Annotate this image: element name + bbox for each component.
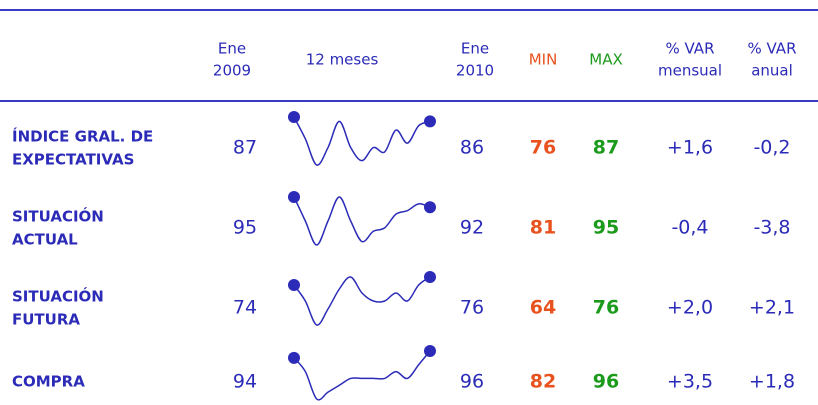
column-header: 12 meses <box>306 51 379 69</box>
column-header: MAX <box>589 51 622 69</box>
value-var-anual: +1,8 <box>749 371 795 393</box>
row-label: EXPECTATIVAS <box>12 151 134 169</box>
column-header: Ene <box>218 40 246 58</box>
value-var-anual: -3,8 <box>753 217 790 239</box>
row-label: ÍNDICE GRAL. DE <box>12 127 153 146</box>
value-ene-2009: 94 <box>233 371 257 393</box>
sparkline-dot <box>424 201 436 214</box>
sparkline-dot <box>288 111 300 123</box>
value-var-mensual: +1,6 <box>667 137 713 159</box>
value-min: 76 <box>530 137 556 159</box>
column-header: anual <box>751 62 793 80</box>
value-min: 81 <box>530 217 556 239</box>
sparkline <box>293 116 431 166</box>
value-max: 95 <box>593 217 619 239</box>
value-min: 64 <box>530 297 556 319</box>
value-ene-2010: 76 <box>460 297 484 319</box>
sparkline <box>293 350 431 401</box>
column-header: 2009 <box>213 62 251 80</box>
row-label: SITUACIÓN <box>12 207 104 226</box>
column-header: Ene <box>461 40 489 58</box>
value-max: 76 <box>593 297 619 319</box>
value-ene-2010: 92 <box>460 217 484 239</box>
value-ene-2010: 86 <box>460 137 484 159</box>
value-ene-2009: 87 <box>233 137 257 159</box>
value-ene-2009: 74 <box>233 297 257 319</box>
sparkline-dot <box>288 191 300 203</box>
sparkline-dot <box>424 271 436 283</box>
value-min: 82 <box>530 371 556 393</box>
sparkline <box>293 276 431 326</box>
value-var-mensual: -0,4 <box>671 217 708 239</box>
sparkline-dot <box>424 115 436 128</box>
column-header: % VAR <box>665 40 714 58</box>
row-label: ACTUAL <box>12 231 78 249</box>
row-label: COMPRA <box>12 373 85 391</box>
value-ene-2009: 95 <box>233 217 257 239</box>
value-var-mensual: +2,0 <box>667 297 713 319</box>
sparkline-dot <box>288 279 300 291</box>
sparkline-dot <box>288 351 300 364</box>
column-header: % VAR <box>747 40 796 58</box>
value-var-anual: -0,2 <box>753 137 790 159</box>
column-header: 2010 <box>456 62 494 80</box>
row-label: FUTURA <box>12 311 80 329</box>
value-ene-2010: 96 <box>460 371 484 393</box>
value-max: 87 <box>593 137 619 159</box>
column-header: mensual <box>658 62 722 80</box>
column-header: MIN <box>529 51 558 69</box>
row-label: SITUACIÓN <box>12 287 104 306</box>
sparkline-dot <box>424 345 436 357</box>
sparkline <box>293 196 431 246</box>
value-max: 96 <box>593 371 619 393</box>
value-var-mensual: +3,5 <box>667 371 713 393</box>
value-var-anual: +2,1 <box>749 297 795 319</box>
